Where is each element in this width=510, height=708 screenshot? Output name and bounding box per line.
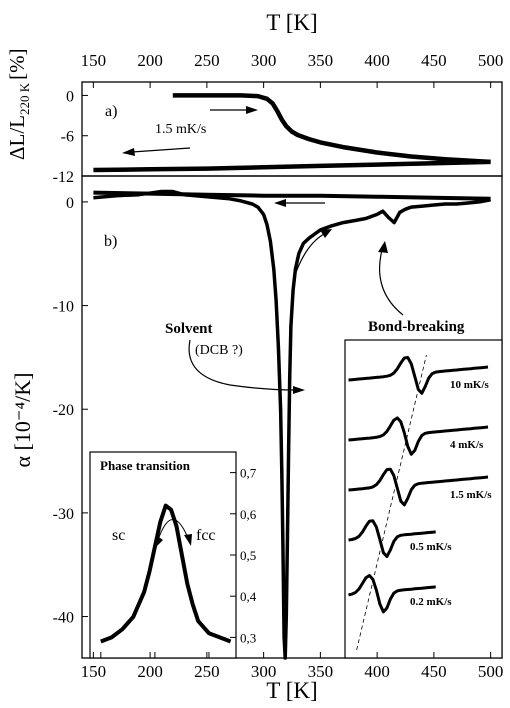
arrow-heating-b-head bbox=[320, 229, 332, 238]
panel-b-y-tick-label: -40 bbox=[53, 610, 74, 627]
ticks-layer: 150 150 200 200 250 250 300 300 350 350 400 400 450 4… bbox=[53, 51, 504, 681]
x-tick-label-bottom: 500 bbox=[478, 662, 504, 681]
phase-transition-inset-frame bbox=[89, 451, 237, 659]
inset-y-tick-label: 0,3 bbox=[240, 630, 256, 645]
panel-b-point bbox=[279, 407, 283, 411]
panel-b-point bbox=[283, 656, 287, 660]
panel-a-series-heating bbox=[172, 93, 491, 165]
arrow-heating-a-head bbox=[246, 106, 258, 114]
sc-label: sc bbox=[112, 527, 125, 544]
panel-b-point bbox=[288, 376, 292, 380]
bond-breaking-trace bbox=[348, 519, 436, 558]
panel-b-point bbox=[282, 635, 286, 639]
panel-a-label: a) bbox=[105, 103, 117, 120]
panel-a-y-label-unit: [%] bbox=[5, 48, 29, 79]
top-x-axis-title: T [K] bbox=[266, 10, 317, 35]
x-tick-label-top: 450 bbox=[421, 51, 447, 70]
panel-b-y-tick-label: -10 bbox=[53, 299, 74, 316]
panel-b-y-tick-label: 0 bbox=[66, 195, 74, 212]
solvent-label: Solvent bbox=[165, 321, 213, 337]
panel-b-point bbox=[289, 324, 293, 328]
x-tick-label-bottom: 150 bbox=[81, 662, 107, 681]
bond-breaking-rate-label: 0.2 mK/s bbox=[410, 596, 452, 608]
bond-breaking-label: Bond-breaking bbox=[368, 319, 465, 335]
panel-a-y-tick-label: -6 bbox=[61, 129, 74, 146]
arrow-solvent bbox=[188, 339, 296, 391]
panel-b-point bbox=[287, 449, 291, 453]
panel-b-point bbox=[280, 469, 284, 473]
arrow-cooling-b-head bbox=[274, 199, 286, 207]
bond-breaking-guide-line bbox=[356, 354, 427, 651]
x-tick-label-bottom: 350 bbox=[308, 662, 334, 681]
panel-a-y-label-main: ΔL/L bbox=[5, 115, 29, 160]
annotation-arrows bbox=[122, 106, 404, 394]
panel-b-y-axis-title: α [10⁻⁴/K] bbox=[10, 373, 35, 468]
panel-b-point bbox=[281, 542, 285, 546]
panel-b-series-heating bbox=[93, 189, 491, 660]
inset-y-tick-label: 0,4 bbox=[240, 589, 257, 604]
arrow-bond-breaking bbox=[378, 249, 404, 316]
arrow-solvent-head bbox=[293, 386, 305, 394]
bond-breaking-trace bbox=[348, 416, 489, 456]
bottom-x-axis-title: T [K] bbox=[266, 678, 317, 703]
x-tick-label-bottom: 400 bbox=[364, 662, 390, 681]
data-layer: 10 mK/s 4 mK/s 1.5 mK/s 0.5 mK/s 0.2 mK/s bbox=[93, 93, 492, 660]
x-tick-label-top: 350 bbox=[308, 51, 334, 70]
inset-y-tick-label: 0,6 bbox=[240, 507, 257, 522]
arrow-cooling-a-head bbox=[122, 148, 135, 156]
panel-b-series-cooling bbox=[93, 190, 491, 201]
panel-b-y-tick-label: -20 bbox=[53, 402, 74, 419]
x-tick-label-bottom: 250 bbox=[194, 662, 220, 681]
arc-right-head bbox=[184, 534, 192, 546]
x-tick-label-bottom: 450 bbox=[421, 662, 447, 681]
panel-a-series-cooling bbox=[93, 159, 491, 173]
panel-a-y-tick-label: -12 bbox=[53, 169, 74, 186]
fcc-label: fcc bbox=[196, 527, 216, 544]
arrow-bond-breaking-head bbox=[378, 241, 388, 253]
panel-b-point bbox=[284, 615, 288, 619]
panel-b-label: b) bbox=[104, 233, 117, 250]
x-tick-label-top: 150 bbox=[81, 51, 107, 70]
x-tick-label-bottom: 200 bbox=[137, 662, 163, 681]
inset-y-tick-label: 0,5 bbox=[240, 548, 256, 563]
panel-a-y-tick-label: 0 bbox=[66, 88, 74, 105]
x-tick-label-bottom: 300 bbox=[251, 662, 277, 681]
inset-series-line bbox=[100, 503, 232, 644]
panel-b-point bbox=[276, 345, 280, 349]
bond-breaking-trace bbox=[348, 467, 489, 507]
bond-breaking-rate-label: 1.5 mK/s bbox=[450, 489, 492, 501]
bond-breaking-rate-label: 10 mK/s bbox=[450, 379, 490, 391]
inset-y-tick-label: 0,7 bbox=[240, 466, 257, 481]
arrow-cooling-a bbox=[131, 147, 191, 153]
panel-b-point bbox=[285, 532, 289, 536]
dcb-label: (DCB ?) bbox=[195, 343, 243, 358]
panel-b-y-tick-label: -30 bbox=[53, 506, 74, 523]
x-tick-label-top: 250 bbox=[194, 51, 220, 70]
bond-breaking-rate-label: 4 mK/s bbox=[450, 439, 484, 451]
bond-breaking-rate-label: 0.5 mK/s bbox=[410, 541, 452, 553]
panel-a-y-axis-title: ΔL/L220 K [%] bbox=[5, 48, 32, 160]
x-tick-label-top: 500 bbox=[478, 51, 504, 70]
rate-annotation: 1.5 mK/s bbox=[155, 122, 206, 137]
bond-breaking-trace bbox=[348, 574, 436, 614]
x-tick-label-top: 200 bbox=[137, 51, 163, 70]
phase-transition-title: Phase transition bbox=[100, 458, 191, 473]
panel-a-y-label-sub: 220 K bbox=[17, 82, 32, 115]
x-tick-label-top: 300 bbox=[251, 51, 277, 70]
x-tick-label-top: 400 bbox=[364, 51, 390, 70]
